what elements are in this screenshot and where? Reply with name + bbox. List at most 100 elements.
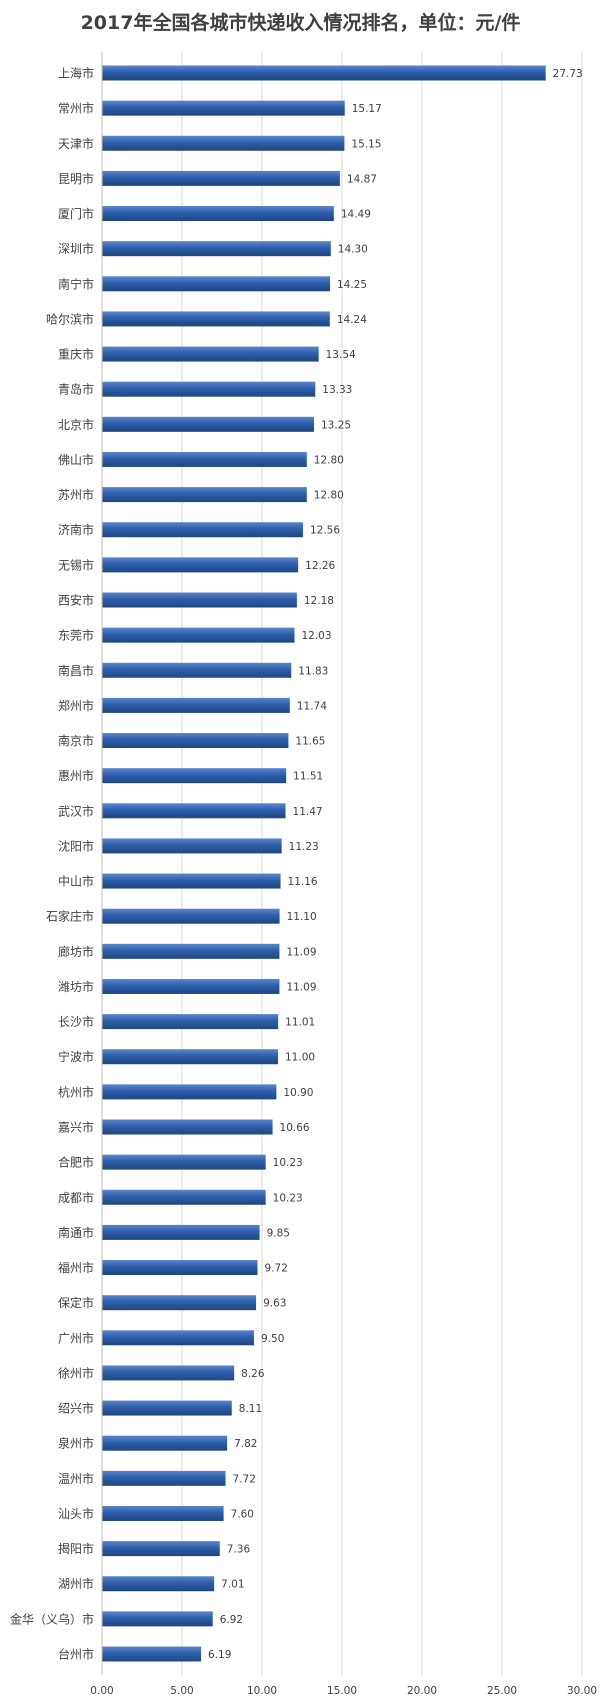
value-label: 12.18 xyxy=(304,595,334,607)
category-label: 南京市 xyxy=(58,733,94,748)
category-label: 揭阳市 xyxy=(58,1541,94,1556)
value-label: 11.10 xyxy=(287,911,317,923)
value-label: 11.83 xyxy=(298,665,328,677)
x-tick-label: 15.00 xyxy=(327,1685,357,1697)
category-label: 哈尔滨市 xyxy=(46,311,94,326)
value-label: 8.11 xyxy=(239,1403,262,1415)
bar xyxy=(102,135,345,151)
value-label: 11.00 xyxy=(285,1052,315,1064)
bar xyxy=(102,803,286,819)
bar xyxy=(102,1365,235,1381)
category-label: 北京市 xyxy=(58,417,94,432)
bar xyxy=(102,276,330,292)
category-label: 厦门市 xyxy=(58,206,94,221)
value-label: 14.24 xyxy=(337,314,367,326)
category-label: 绍兴市 xyxy=(58,1401,94,1416)
value-label: 14.30 xyxy=(338,244,368,256)
category-label: 徐州市 xyxy=(58,1365,94,1380)
x-tick-label: 20.00 xyxy=(407,1685,437,1697)
value-label: 27.73 xyxy=(553,68,583,80)
bar xyxy=(102,1154,266,1170)
category-label: 惠州市 xyxy=(58,768,94,783)
bar xyxy=(102,1119,273,1135)
category-label: 常州市 xyxy=(58,101,94,116)
category-label: 南宁市 xyxy=(58,276,94,291)
bar xyxy=(102,451,307,467)
value-label: 13.33 xyxy=(322,384,352,396)
bar xyxy=(102,1260,258,1276)
bar xyxy=(102,311,330,327)
category-label: 中山市 xyxy=(58,874,94,889)
bar xyxy=(102,1470,226,1486)
category-label: 上海市 xyxy=(58,66,94,81)
category-label: 金华（义乌）市 xyxy=(10,1611,94,1626)
x-tick-label: 25.00 xyxy=(487,1685,517,1697)
bar xyxy=(102,65,546,81)
bar xyxy=(102,241,331,257)
value-label: 9.72 xyxy=(265,1263,288,1275)
value-label: 13.54 xyxy=(326,349,356,361)
bar xyxy=(102,346,319,362)
bar xyxy=(102,416,314,432)
bar xyxy=(102,1435,228,1451)
bar xyxy=(102,381,316,397)
value-label: 11.51 xyxy=(293,771,323,783)
value-label: 14.49 xyxy=(341,209,371,221)
bar xyxy=(102,1505,224,1521)
value-label: 14.25 xyxy=(337,279,367,291)
category-label: 昆明市 xyxy=(58,171,94,186)
x-tick-label: 10.00 xyxy=(247,1685,277,1697)
bar xyxy=(102,1189,266,1205)
category-label: 泉州市 xyxy=(58,1436,94,1451)
bar xyxy=(102,100,345,116)
bar xyxy=(102,768,287,784)
bar xyxy=(102,1541,220,1557)
value-label: 9.50 xyxy=(261,1333,284,1345)
value-label: 7.72 xyxy=(233,1473,256,1485)
category-label: 济南市 xyxy=(58,522,94,537)
category-label: 郑州市 xyxy=(58,698,94,713)
bar xyxy=(102,627,295,643)
category-label: 保定市 xyxy=(58,1295,94,1310)
bar xyxy=(102,1295,257,1311)
category-label: 天津市 xyxy=(58,136,94,151)
bar xyxy=(102,522,303,538)
value-label: 11.09 xyxy=(286,946,316,958)
value-label: 7.01 xyxy=(221,1579,244,1591)
category-label: 东莞市 xyxy=(58,628,94,643)
category-label: 合肥市 xyxy=(58,1155,94,1170)
value-label: 6.19 xyxy=(208,1649,231,1661)
bar xyxy=(102,1611,213,1627)
category-label: 广州市 xyxy=(58,1330,94,1345)
bar xyxy=(102,978,280,994)
category-label: 苏州市 xyxy=(58,487,94,502)
value-label: 7.82 xyxy=(234,1438,257,1450)
category-label: 武汉市 xyxy=(58,803,94,818)
category-label: 宁波市 xyxy=(58,1049,94,1064)
category-label: 青岛市 xyxy=(58,382,94,397)
value-label: 10.23 xyxy=(273,1157,303,1169)
bar xyxy=(102,662,292,678)
value-label: 9.63 xyxy=(263,1298,286,1310)
category-label: 南昌市 xyxy=(58,663,94,678)
category-label: 沈阳市 xyxy=(58,838,94,853)
category-label: 石家庄市 xyxy=(46,909,94,924)
bar xyxy=(102,487,307,503)
category-label: 湖州市 xyxy=(58,1576,94,1591)
bar xyxy=(102,206,334,222)
x-tick-label: 5.00 xyxy=(170,1685,193,1697)
bar xyxy=(102,1330,254,1346)
bar xyxy=(102,592,297,608)
category-label: 成都市 xyxy=(58,1190,94,1205)
value-label: 7.36 xyxy=(227,1544,251,1556)
bar xyxy=(102,1646,202,1662)
x-tick-label: 30.00 xyxy=(567,1685,597,1697)
bar xyxy=(102,1576,215,1592)
value-label: 8.26 xyxy=(241,1368,265,1380)
category-label: 南通市 xyxy=(58,1225,94,1240)
bar xyxy=(102,1049,278,1065)
category-label: 重庆市 xyxy=(58,347,94,362)
value-label: 6.92 xyxy=(220,1614,243,1626)
